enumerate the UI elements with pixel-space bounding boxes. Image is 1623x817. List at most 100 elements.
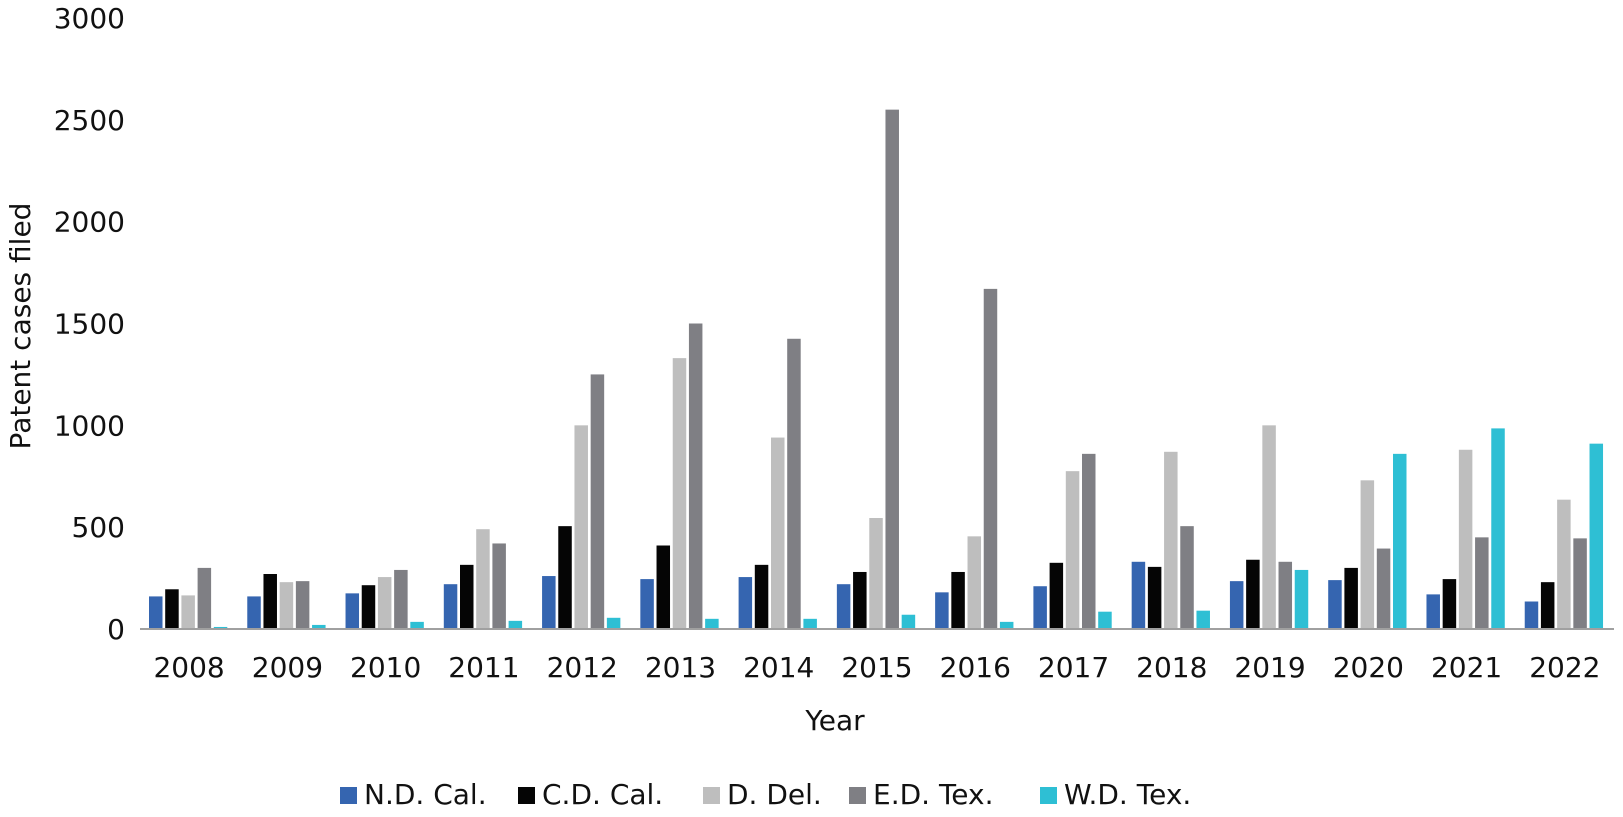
bar	[853, 571, 867, 629]
legend-swatch	[849, 787, 866, 804]
bar	[1426, 594, 1440, 629]
bar	[460, 564, 474, 629]
x-tick-label: 2008	[153, 651, 224, 684]
bar	[574, 425, 588, 629]
x-tick-label: 2013	[645, 651, 716, 684]
bar	[345, 593, 360, 629]
bar	[1573, 538, 1587, 629]
bar	[1098, 611, 1112, 629]
bar	[901, 614, 916, 629]
bar	[1328, 580, 1342, 629]
x-tick-label: 2016	[940, 651, 1011, 684]
legend-label: E.D. Tex.	[873, 778, 994, 811]
bar	[443, 584, 458, 629]
bar	[1589, 443, 1604, 629]
bar	[1491, 428, 1505, 629]
x-tick-label: 2017	[1038, 651, 1109, 684]
bar	[1360, 480, 1375, 629]
bar	[476, 529, 490, 629]
legend-label: D. Del.	[727, 778, 822, 811]
bar	[590, 374, 605, 629]
bar	[394, 569, 408, 629]
bar	[312, 624, 326, 629]
bar	[935, 592, 949, 629]
y-tick-label: 2000	[54, 206, 125, 239]
x-tick-label: 2012	[547, 651, 618, 684]
bar	[542, 576, 556, 629]
bar	[1131, 561, 1146, 629]
x-tick-label: 2014	[743, 651, 814, 684]
bar	[377, 577, 392, 629]
bar	[606, 617, 621, 629]
x-tick-label: 2009	[252, 651, 323, 684]
bar	[967, 536, 982, 629]
bar	[1540, 582, 1555, 629]
x-tick-label: 2020	[1333, 651, 1404, 684]
x-tick-label: 2011	[448, 651, 519, 684]
y-tick-label: 0	[107, 613, 125, 646]
bar	[869, 518, 883, 629]
bar	[1278, 561, 1293, 629]
bar	[983, 288, 998, 629]
bar	[247, 596, 261, 629]
bar	[181, 595, 195, 629]
bar	[1229, 581, 1244, 629]
x-tick-label: 2015	[841, 651, 912, 684]
bar	[705, 618, 719, 629]
bar	[197, 567, 212, 629]
bar	[508, 620, 523, 629]
bar	[1049, 562, 1064, 629]
y-tick-label: 1000	[54, 409, 125, 442]
bar	[361, 585, 376, 629]
legend: N.D. Cal. C.D. Cal. D. Del. E.D. Tex. W.D. T…	[340, 778, 1191, 811]
bar	[1082, 453, 1096, 629]
bar	[754, 564, 769, 629]
bar	[1376, 548, 1391, 629]
bar	[1557, 499, 1571, 629]
legend-swatch	[703, 787, 720, 804]
bar	[1475, 537, 1489, 629]
bar	[885, 109, 899, 629]
x-tick-label: 2022	[1529, 651, 1600, 684]
bar	[295, 581, 310, 629]
x-axis-title: Year	[804, 704, 865, 737]
legend-swatch	[340, 787, 357, 804]
bar	[640, 579, 654, 629]
bar	[492, 543, 506, 629]
bar	[1524, 601, 1539, 629]
x-tick-label: 2010	[350, 651, 421, 684]
legend-label: N.D. Cal.	[364, 778, 487, 811]
x-tick-label: 2021	[1431, 651, 1502, 684]
x-axis: 2008 2009 2010 2011 2012 2013 2014 2015 2016 2017…	[153, 651, 1600, 684]
bar	[1147, 566, 1162, 629]
bar	[410, 621, 424, 629]
plot-area	[149, 109, 1604, 629]
bar	[213, 626, 228, 629]
bar	[149, 596, 163, 629]
bar	[1393, 453, 1407, 629]
bar	[1196, 610, 1210, 629]
y-tick-label: 3000	[54, 2, 125, 35]
bar	[803, 618, 817, 629]
bar	[1344, 567, 1358, 629]
legend-swatch	[518, 787, 535, 804]
bar	[656, 545, 671, 629]
bar	[1065, 471, 1080, 629]
bar	[672, 358, 687, 629]
legend-label: C.D. Cal.	[542, 778, 663, 811]
bar	[951, 571, 965, 629]
bar	[1180, 526, 1194, 629]
y-axis: 0 500 1000 1500 2000 2500 3000	[54, 2, 125, 646]
bar	[738, 577, 753, 629]
bar	[279, 582, 294, 629]
bar	[1458, 449, 1473, 629]
bar	[558, 526, 572, 629]
bar	[1262, 425, 1276, 629]
x-tick-label: 2019	[1234, 651, 1305, 684]
bar	[165, 589, 179, 629]
bar	[1442, 579, 1457, 629]
bar	[771, 437, 785, 629]
bar	[1033, 586, 1047, 629]
bar	[1164, 451, 1178, 629]
x-tick-label: 2018	[1136, 651, 1207, 684]
